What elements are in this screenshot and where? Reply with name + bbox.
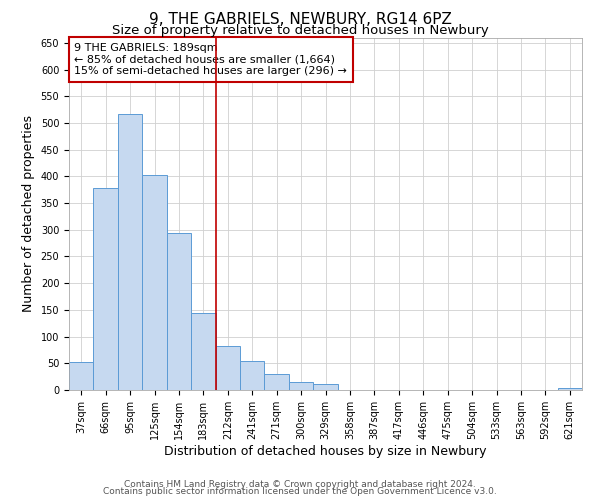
X-axis label: Distribution of detached houses by size in Newbury: Distribution of detached houses by size …: [164, 444, 487, 458]
Bar: [240, 360, 265, 390]
Bar: [167, 233, 191, 390]
Text: 9, THE GABRIELS, NEWBURY, RG14 6PZ: 9, THE GABRIELS, NEWBURY, RG14 6PZ: [149, 12, 451, 28]
Text: Size of property relative to detached houses in Newbury: Size of property relative to detached ho…: [112, 24, 488, 37]
Bar: [118, 114, 142, 390]
Bar: [313, 384, 338, 390]
Bar: [69, 362, 94, 390]
Text: Contains public sector information licensed under the Open Government Licence v3: Contains public sector information licen…: [103, 487, 497, 496]
Y-axis label: Number of detached properties: Number of detached properties: [22, 116, 35, 312]
Bar: [265, 374, 289, 390]
Bar: [191, 312, 215, 390]
Bar: [557, 388, 582, 390]
Bar: [215, 346, 240, 390]
Bar: [289, 382, 313, 390]
Bar: [142, 175, 167, 390]
Bar: [94, 188, 118, 390]
Text: Contains HM Land Registry data © Crown copyright and database right 2024.: Contains HM Land Registry data © Crown c…: [124, 480, 476, 489]
Text: 9 THE GABRIELS: 189sqm
← 85% of detached houses are smaller (1,664)
15% of semi-: 9 THE GABRIELS: 189sqm ← 85% of detached…: [74, 43, 347, 76]
